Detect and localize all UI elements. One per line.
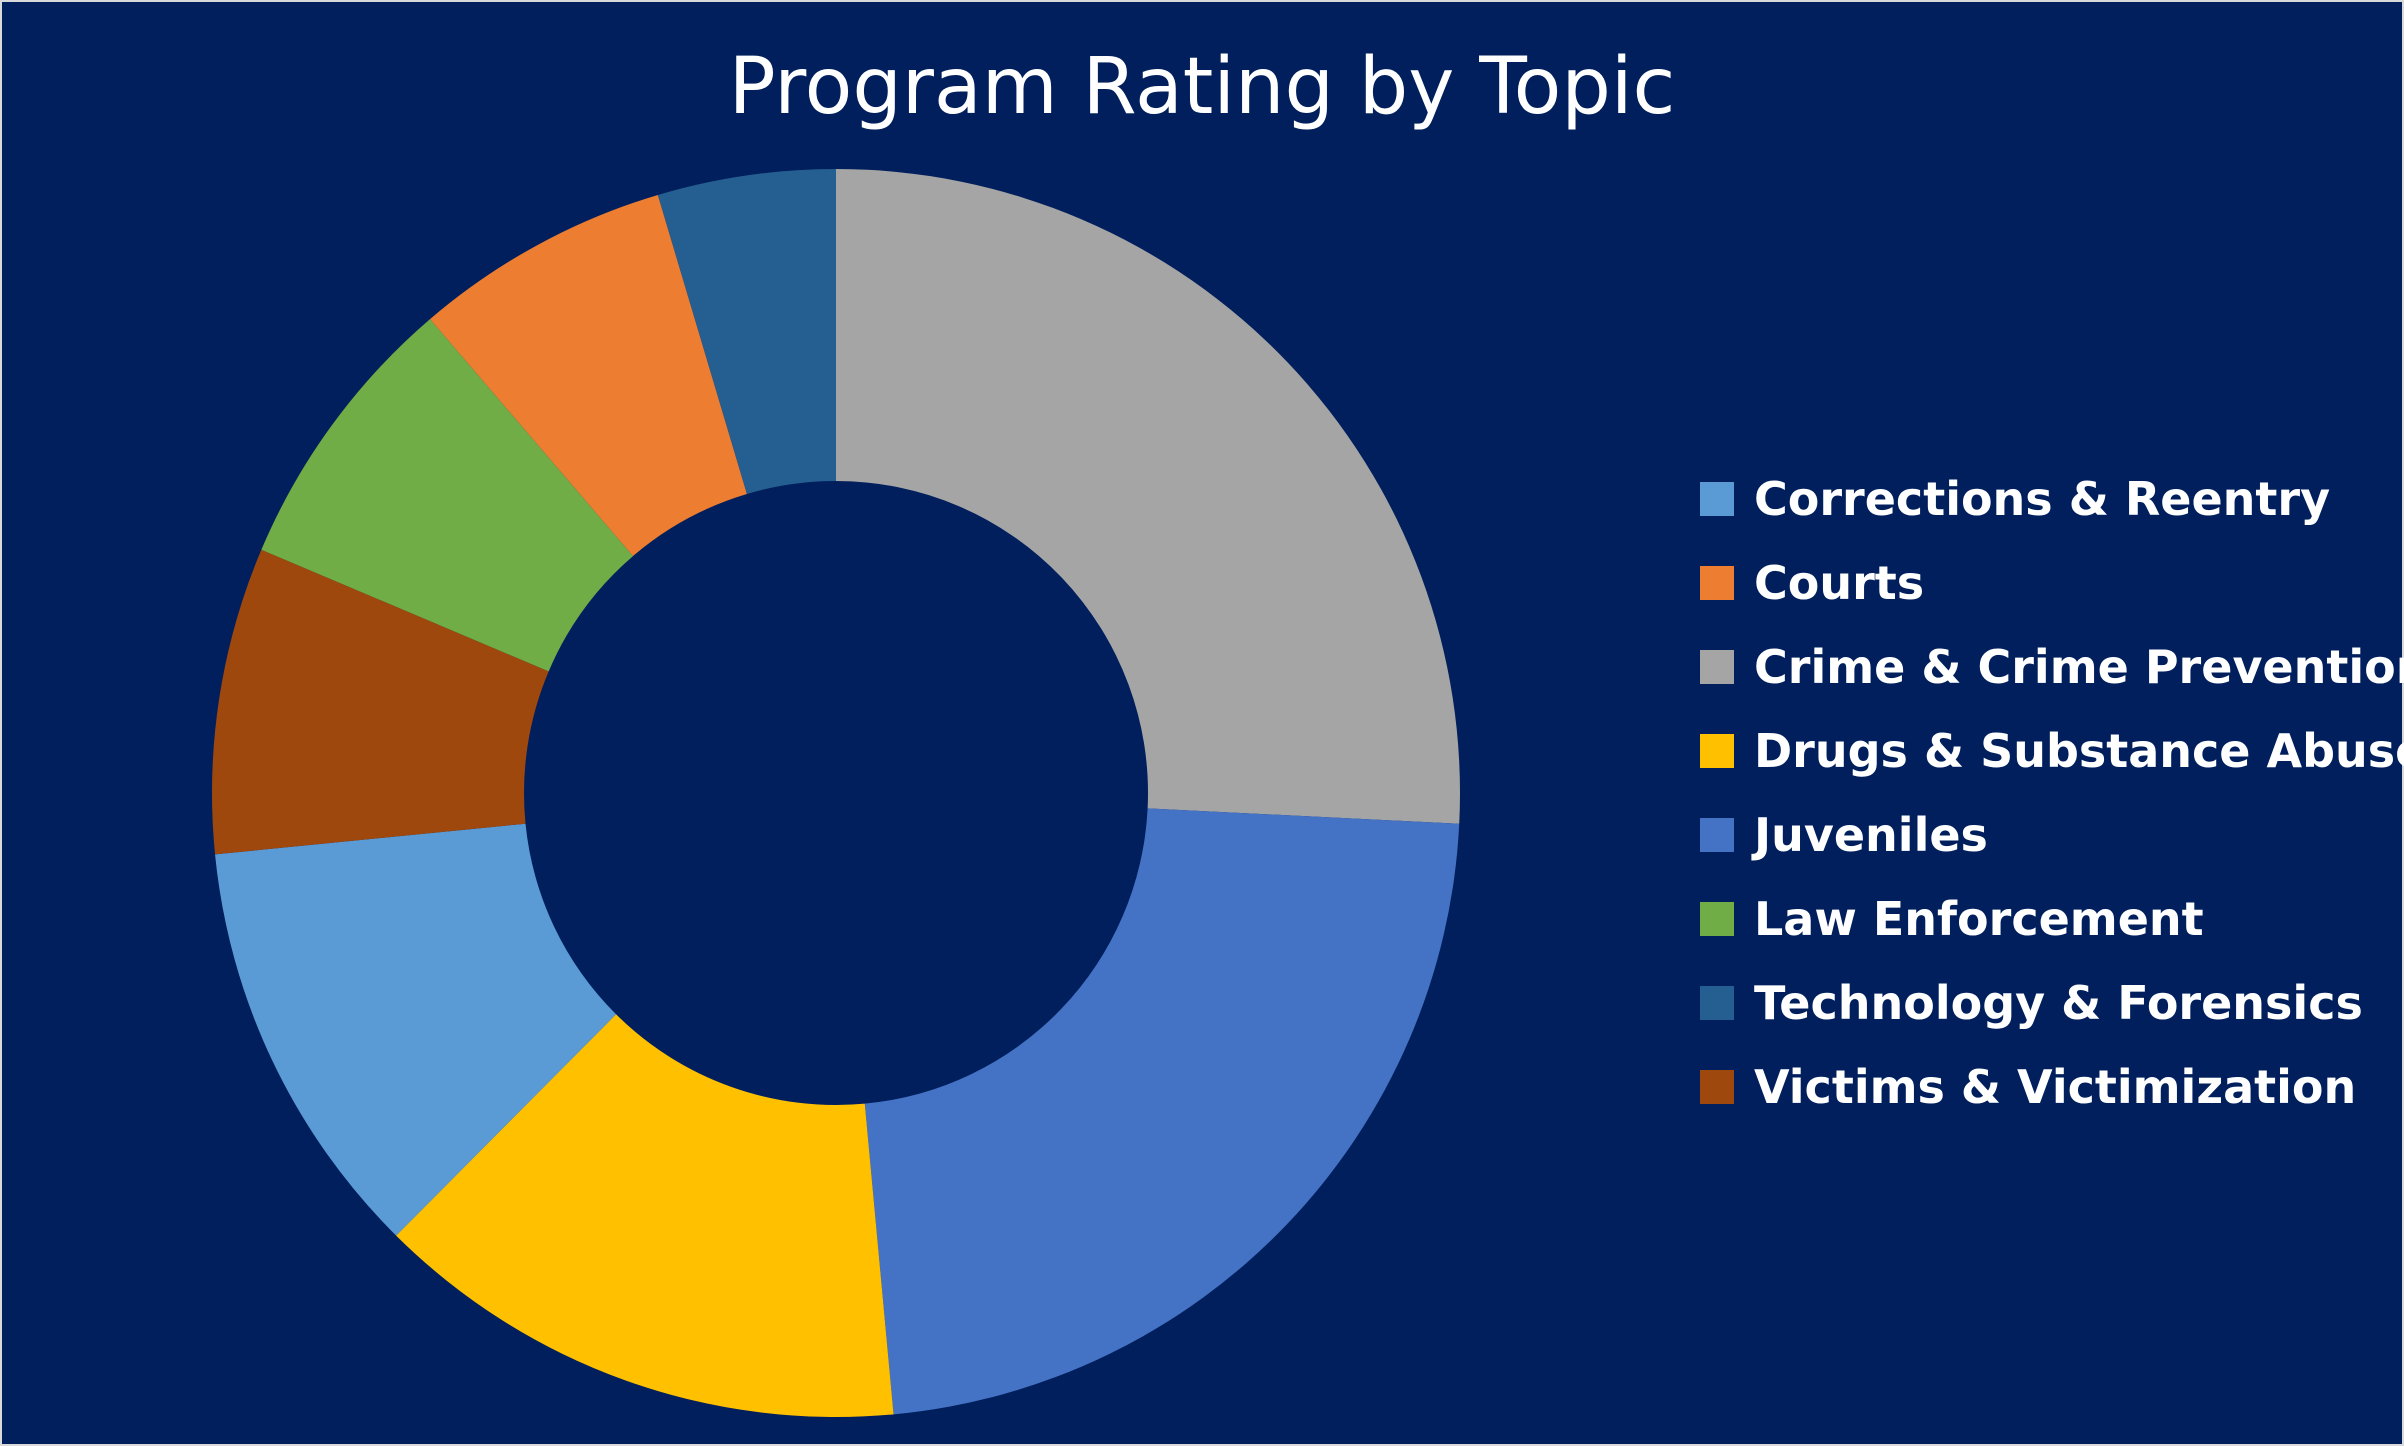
legend-item: Technology & Forensics [1700,974,2404,1032]
legend-item: Juveniles [1700,806,2404,864]
legend-label: Technology & Forensics [1754,976,2363,1030]
legend-swatch [1700,650,1734,684]
legend-label: Drugs & Substance Abuse [1754,724,2404,778]
slice-drugs-substance-abuse [396,1014,894,1417]
slice-technology-forensics [657,169,836,494]
slice-juveniles [864,808,1460,1415]
legend-item: Victims & Victimization [1700,1058,2404,1116]
chart-title: Program Rating by Topic [728,42,1676,132]
legend-label: Law Enforcement [1754,892,2204,946]
legend-label: Courts [1754,556,1925,610]
legend-label: Juveniles [1754,808,1988,862]
legend-item: Drugs & Substance Abuse [1700,722,2404,780]
legend-swatch [1700,902,1734,936]
slice-victims-victimization [212,549,549,855]
legend-swatch [1700,734,1734,768]
legend-swatch [1700,1070,1734,1104]
slice-courts [430,194,747,557]
legend-item: Crime & Crime Prevention [1700,638,2404,696]
chart-legend: Corrections & Reentry Courts Crime & Crime… [1700,470,2404,1116]
legend-item: Corrections & Reentry [1700,470,2404,528]
legend-swatch [1700,566,1734,600]
slice-crime-crime-prevention [836,169,1460,824]
legend-item: Law Enforcement [1700,890,2404,948]
slice-law-enforcement [261,319,634,672]
legend-label: Victims & Victimization [1754,1060,2357,1114]
legend-label: Corrections & Reentry [1754,472,2331,526]
legend-item: Courts [1700,554,2404,612]
slice-corrections-reentry [215,823,617,1236]
donut-slices [212,169,1460,1417]
legend-swatch [1700,482,1734,516]
legend-label: Crime & Crime Prevention [1754,640,2404,694]
legend-swatch [1700,986,1734,1020]
legend-swatch [1700,818,1734,852]
